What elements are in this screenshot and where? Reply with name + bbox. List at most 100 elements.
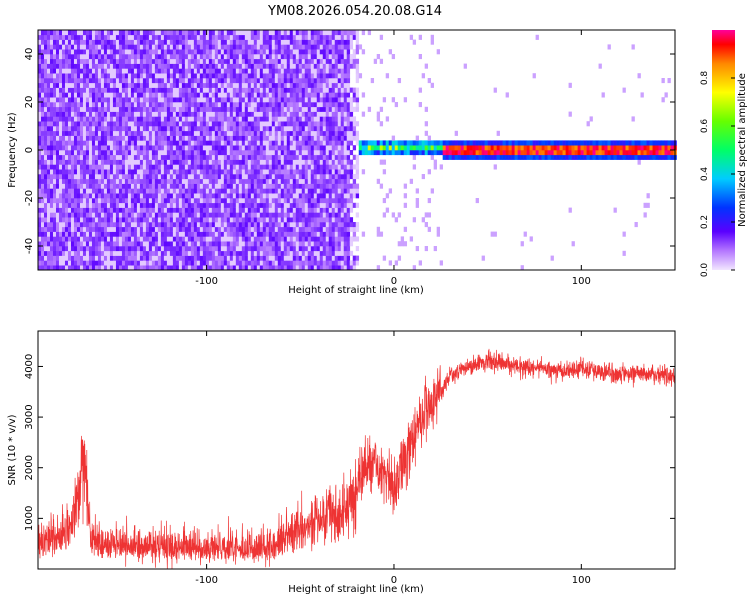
spectrogram-cell <box>52 44 57 50</box>
spectrogram-cell <box>208 212 213 218</box>
spectrogram-cell <box>100 44 105 50</box>
spectrogram-cell <box>241 49 246 55</box>
spectrogram-cell <box>217 260 222 266</box>
spectrogram-cell <box>61 135 66 141</box>
spectrogram-cell <box>70 250 75 256</box>
spectrogram-cell <box>259 198 264 204</box>
spectrogram-cell <box>91 126 96 132</box>
spectrogram-cell <box>256 150 261 156</box>
spectrogram-cell <box>232 39 237 45</box>
spectrogram-cell <box>94 231 99 237</box>
spectrogram-cell <box>124 111 129 117</box>
spectrogram-cell <box>151 154 156 160</box>
spectrogram-cell <box>280 126 285 132</box>
spectrogram-cell <box>97 78 102 84</box>
spectrogram-cell <box>172 92 177 98</box>
spectrogram-cell <box>118 106 123 112</box>
spectrogram-cell <box>145 49 150 55</box>
spectrogram-cell <box>100 68 105 74</box>
spectrogram-cell <box>205 246 210 252</box>
spectrogram-cell <box>199 106 204 112</box>
spectrogram-cell <box>292 198 297 204</box>
spectrogram-cell <box>124 63 129 69</box>
spectrogram-cell <box>157 260 162 266</box>
spectrogram-cell <box>151 150 156 156</box>
spectrogram-cell <box>325 236 330 242</box>
spectrogram-cell <box>292 140 297 146</box>
spectrogram-cell <box>226 92 231 98</box>
spectrogram-cell <box>172 63 177 69</box>
spectrogram-cell <box>97 106 102 112</box>
spectrogram-cell <box>61 106 66 112</box>
spectrogram-cell <box>91 174 96 180</box>
spectrogram-cell <box>79 63 84 69</box>
spectrogram-cell <box>319 116 324 122</box>
spectrogram-cell <box>250 150 255 156</box>
spectrogram-cell <box>253 174 258 180</box>
spectrogram-cell <box>175 49 180 55</box>
spectrogram-cell <box>235 174 240 180</box>
spectrogram-cell <box>61 34 66 40</box>
spectrogram-cell <box>73 255 78 261</box>
spectrogram-cell <box>217 250 222 256</box>
spectrogram-cell <box>274 130 279 136</box>
spectrogram-cell <box>67 217 72 223</box>
spectrogram-cell <box>67 265 72 271</box>
spectrogram-cell <box>319 145 324 151</box>
spectrogram-cell <box>163 121 168 127</box>
spectrogram-cell <box>298 130 303 136</box>
spectrogram-cell <box>109 255 114 261</box>
spectrogram-cell <box>82 164 87 170</box>
spectrogram-cell <box>172 126 177 132</box>
spectrogram-cell <box>199 212 204 218</box>
spectrogram-cell <box>112 87 117 93</box>
spectrogram-cell <box>298 73 303 79</box>
spectrogram-cell <box>214 135 219 141</box>
spectrogram-cell <box>64 63 69 69</box>
spectrogram-cell <box>208 30 213 36</box>
spectrogram-cell <box>214 236 219 242</box>
spectrogram-cell <box>208 140 213 146</box>
spectrogram-cell <box>103 207 108 213</box>
spectrogram-cell <box>307 231 312 237</box>
spectrogram-cell <box>106 207 111 213</box>
spectrogram-cell <box>46 183 51 189</box>
spectrogram-cell <box>163 140 168 146</box>
spectrogram-cell <box>58 82 63 88</box>
spectrogram-cell <box>136 130 141 136</box>
spectrogram-cell <box>70 116 75 122</box>
spectrogram-cell <box>214 87 219 93</box>
spectrogram-cell <box>169 188 174 194</box>
spectrogram-cell <box>142 164 147 170</box>
spectrogram-cell <box>229 236 234 242</box>
spectrogram-cell <box>322 150 327 156</box>
spectrogram-cell <box>157 188 162 194</box>
spectrogram-cell <box>52 135 57 141</box>
spectrogram-cell <box>136 126 141 132</box>
spectrogram-cell <box>304 174 309 180</box>
spectrogram-cell <box>106 82 111 88</box>
spectrogram-cell <box>38 111 42 117</box>
spectrogram-cell <box>202 54 207 60</box>
spectrogram-cell <box>49 140 54 146</box>
spectrogram-cell <box>217 130 222 136</box>
spectrogram-cell <box>271 58 276 64</box>
spectrogram-cell <box>202 217 207 223</box>
spectrogram-cell <box>190 63 195 69</box>
spectrogram-cell <box>61 150 66 156</box>
spectrogram-cell <box>235 236 240 242</box>
spectrogram-cell <box>301 183 306 189</box>
spectrogram-cell <box>262 260 267 266</box>
spectrogram-cell <box>154 174 159 180</box>
spectrogram-cell <box>265 150 270 156</box>
spectrogram-cell <box>166 174 171 180</box>
spectrogram-cell <box>121 150 126 156</box>
spectrogram-cell <box>52 174 57 180</box>
spectrogram-cell <box>280 198 285 204</box>
spectrogram-cell <box>241 169 246 175</box>
spectrogram-cell <box>292 121 297 127</box>
spectrogram-cell <box>268 202 273 208</box>
spectrogram-cell <box>205 193 210 199</box>
spectrogram-cell <box>124 126 129 132</box>
spectrogram-cell <box>310 188 315 194</box>
